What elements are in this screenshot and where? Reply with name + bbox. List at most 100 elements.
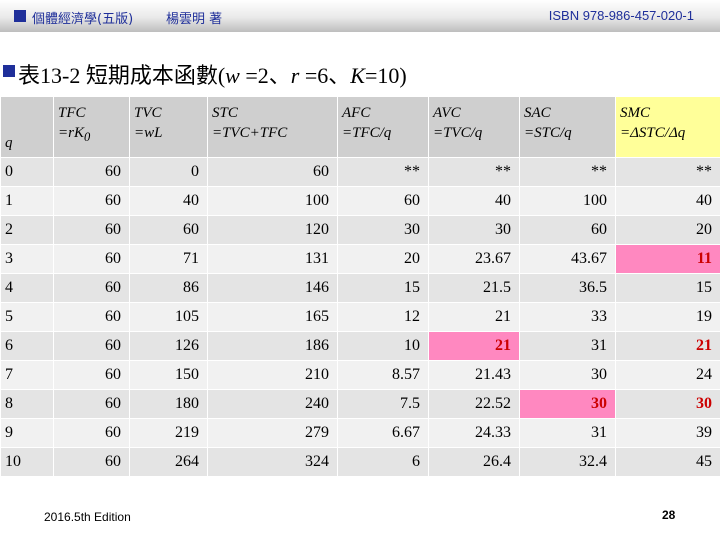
- cell-avc: 21: [428, 331, 520, 361]
- cell-tvc: 105: [129, 302, 208, 332]
- table-row: 2 60 60 120 30 30 60 20: [0, 215, 720, 245]
- cell-avc: 24.33: [428, 418, 520, 448]
- table-row: 4 60 86 146 15 21.5 36.5 15: [0, 273, 720, 303]
- cell-afc: 10: [337, 331, 429, 361]
- table-row: 8 60 180 240 7.5 22.52 30 30: [0, 389, 720, 419]
- cell-stc: 146: [207, 273, 338, 303]
- cell-stc: 131: [207, 244, 338, 274]
- cell-q: 0: [0, 157, 54, 187]
- cell-avc: 22.52: [428, 389, 520, 419]
- cell-q: 4: [0, 273, 54, 303]
- cell-tfc: 60: [53, 186, 130, 216]
- cell-smc: **: [615, 157, 720, 187]
- column-header-afc: AFC =TFC/q: [337, 96, 429, 158]
- slide-title-text: 表13-2 短期成本函數(w =2、r =6、K=10): [18, 63, 407, 88]
- cell-stc: 240: [207, 389, 338, 419]
- cell-sac: 60: [519, 215, 616, 245]
- cell-sac: 36.5: [519, 273, 616, 303]
- cell-smc: 11: [615, 244, 720, 274]
- table-row: 1 60 40 100 60 40 100 40: [0, 186, 720, 216]
- cell-sac: 100: [519, 186, 616, 216]
- cell-sac: 31: [519, 331, 616, 361]
- table-row: 6 60 126 186 10 21 31 21: [0, 331, 720, 361]
- cell-stc: 120: [207, 215, 338, 245]
- title-bullet-icon: [3, 65, 15, 77]
- cell-avc: 40: [428, 186, 520, 216]
- cell-tfc: 60: [53, 273, 130, 303]
- isbn: ISBN 978-986-457-020-1: [548, 8, 694, 23]
- cell-stc: 100: [207, 186, 338, 216]
- table-header-row: q TFC =rK0 TVC =wL STC =TVC+TFC AFC =TFC/q AVC =TV…: [0, 96, 720, 158]
- cell-q: 3: [0, 244, 54, 274]
- cell-avc: **: [428, 157, 520, 187]
- column-header-tvc: TVC =wL: [129, 96, 208, 158]
- cell-tvc: 60: [129, 215, 208, 245]
- slide-title: 表13-2 短期成本函數(w =2、r =6、K=10): [0, 56, 720, 88]
- table-body: 0 60 0 60 ** ** ** ** 1 60 40 100 60 40 100 40 2 60 60 120 3…: [0, 157, 720, 477]
- cell-smc: 45: [615, 447, 720, 477]
- cell-smc: 15: [615, 273, 720, 303]
- cell-stc: 324: [207, 447, 338, 477]
- cell-q: 1: [0, 186, 54, 216]
- cell-sac: 30: [519, 360, 616, 390]
- cell-avc: 21.43: [428, 360, 520, 390]
- column-header-tfc: TFC =rK0: [53, 96, 130, 158]
- header-square-icon: [14, 10, 26, 22]
- page-number: 28: [662, 508, 676, 522]
- cell-tvc: 86: [129, 273, 208, 303]
- cell-afc: 20: [337, 244, 429, 274]
- cell-smc: 21: [615, 331, 720, 361]
- column-header-sac: SAC =STC/q: [519, 96, 616, 158]
- cell-q: 7: [0, 360, 54, 390]
- cell-sac: **: [519, 157, 616, 187]
- cell-sac: 30: [519, 389, 616, 419]
- cell-afc: 7.5: [337, 389, 429, 419]
- cell-smc: 39: [615, 418, 720, 448]
- cell-afc: 6: [337, 447, 429, 477]
- cell-smc: 20: [615, 215, 720, 245]
- cell-tvc: 126: [129, 331, 208, 361]
- cell-tvc: 40: [129, 186, 208, 216]
- cell-q: 9: [0, 418, 54, 448]
- cell-tfc: 60: [53, 418, 130, 448]
- table-row: 10 60 264 324 6 26.4 32.4 45: [0, 447, 720, 477]
- cell-tvc: 219: [129, 418, 208, 448]
- table-row: 0 60 0 60 ** ** ** **: [0, 157, 720, 187]
- cell-q: 2: [0, 215, 54, 245]
- cell-tfc: 60: [53, 389, 130, 419]
- cell-avc: 26.4: [428, 447, 520, 477]
- cell-tfc: 60: [53, 331, 130, 361]
- cell-tvc: 150: [129, 360, 208, 390]
- cell-afc: 60: [337, 186, 429, 216]
- cost-table: q TFC =rK0 TVC =wL STC =TVC+TFC AFC =TFC/q AVC =TV…: [0, 96, 720, 477]
- cell-q: 8: [0, 389, 54, 419]
- table-row: 5 60 105 165 12 21 33 19: [0, 302, 720, 332]
- cell-stc: 186: [207, 331, 338, 361]
- cell-stc: 279: [207, 418, 338, 448]
- cell-smc: 40: [615, 186, 720, 216]
- column-header-avc: AVC =TVC/q: [428, 96, 520, 158]
- column-header-stc: STC =TVC+TFC: [207, 96, 338, 158]
- cell-tvc: 264: [129, 447, 208, 477]
- cell-avc: 21.5: [428, 273, 520, 303]
- column-header-q: q: [0, 96, 54, 158]
- cell-afc: 30: [337, 215, 429, 245]
- cell-tfc: 60: [53, 157, 130, 187]
- cell-sac: 43.67: [519, 244, 616, 274]
- cell-afc: 12: [337, 302, 429, 332]
- cell-tfc: 60: [53, 244, 130, 274]
- table-row: 3 60 71 131 20 23.67 43.67 11: [0, 244, 720, 274]
- edition-label: 2016.5th Edition: [44, 510, 131, 524]
- cell-q: 6: [0, 331, 54, 361]
- cell-afc: 6.67: [337, 418, 429, 448]
- cell-stc: 60: [207, 157, 338, 187]
- cell-stc: 210: [207, 360, 338, 390]
- cell-avc: 30: [428, 215, 520, 245]
- cell-afc: 8.57: [337, 360, 429, 390]
- author-name: 楊雲明 著: [166, 12, 223, 27]
- cell-sac: 32.4: [519, 447, 616, 477]
- cell-q: 10: [0, 447, 54, 477]
- cell-smc: 30: [615, 389, 720, 419]
- table-row: 7 60 150 210 8.57 21.43 30 24: [0, 360, 720, 390]
- book-title: 個體經濟學(五版): [32, 12, 134, 27]
